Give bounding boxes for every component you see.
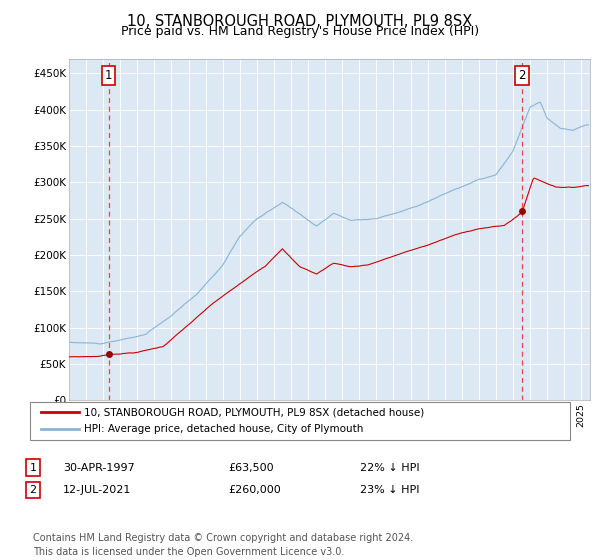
Text: 1: 1 [105,69,113,82]
Text: Contains HM Land Registry data © Crown copyright and database right 2024.
This d: Contains HM Land Registry data © Crown c… [33,533,413,557]
Text: 2: 2 [518,69,526,82]
Text: 22% ↓ HPI: 22% ↓ HPI [360,463,419,473]
Text: 23% ↓ HPI: 23% ↓ HPI [360,485,419,495]
FancyBboxPatch shape [30,402,570,440]
Text: 10, STANBOROUGH ROAD, PLYMOUTH, PL9 8SX (detached house): 10, STANBOROUGH ROAD, PLYMOUTH, PL9 8SX … [84,407,424,417]
Text: 2: 2 [29,485,37,495]
Text: HPI: Average price, detached house, City of Plymouth: HPI: Average price, detached house, City… [84,424,364,434]
Text: £260,000: £260,000 [228,485,281,495]
Text: 12-JUL-2021: 12-JUL-2021 [63,485,131,495]
Text: Price paid vs. HM Land Registry's House Price Index (HPI): Price paid vs. HM Land Registry's House … [121,25,479,38]
Text: 30-APR-1997: 30-APR-1997 [63,463,135,473]
Text: £63,500: £63,500 [228,463,274,473]
Text: 10, STANBOROUGH ROAD, PLYMOUTH, PL9 8SX: 10, STANBOROUGH ROAD, PLYMOUTH, PL9 8SX [127,14,473,29]
Text: 1: 1 [29,463,37,473]
